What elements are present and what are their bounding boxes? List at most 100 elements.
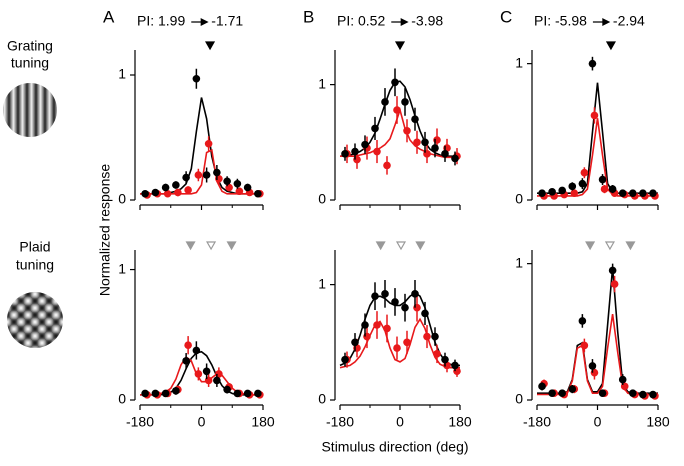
data-point [588,362,597,370]
data-point [202,367,211,376]
data-point [628,389,637,397]
data-point [608,185,617,193]
data-point [383,161,391,170]
direction-marker [625,241,636,251]
data-point [618,189,627,197]
pi-arrow [191,18,209,26]
fit-curve [140,97,263,195]
x-tick-label: -180 [523,414,551,430]
y-tick-label: 1 [318,75,326,91]
data-point [548,389,556,397]
data-point [401,303,409,312]
fit-curve [340,80,460,157]
data-point [618,375,627,384]
data-point [182,357,190,365]
data-point [163,189,172,198]
data-point [600,185,609,193]
y-tick-label: 0 [118,191,126,207]
data-point [233,389,242,398]
data-point [174,188,182,197]
data-point [578,179,587,188]
direction-marker [205,41,216,51]
fit-curve [339,291,460,367]
data-point [538,382,546,391]
data-point [558,186,567,195]
direction-marker [415,241,426,251]
data-point [411,290,419,298]
data-point [371,124,379,133]
direction-marker [226,241,237,251]
x-tick-label: -180 [326,414,354,430]
data-point [608,266,617,275]
pi-before: PI: 0.52 [337,13,385,29]
pi-after: -2.94 [613,13,645,29]
row-label: tuning [16,257,54,273]
data-point [558,389,567,397]
data-point [351,338,359,347]
data-point [580,341,589,350]
x-tick-label: 180 [646,414,670,430]
data-point [184,341,192,350]
pi-arrow [391,18,409,26]
x-tick-label: 0 [594,414,602,430]
data-point [351,147,359,156]
data-point [538,189,546,197]
data-point [161,183,170,192]
direction-marker [206,241,217,251]
data-point [639,189,647,197]
data-point [431,332,439,341]
panel-letter: C [500,7,512,26]
data-point [204,139,213,148]
data-point [243,389,252,398]
fit-curve [537,313,658,396]
grating-stimulus [3,83,57,137]
y-tick-label: 0 [515,391,523,407]
data-point [254,389,262,398]
data-point [401,98,409,106]
data-point [194,370,203,378]
fit-curve [339,317,460,369]
pi-arrow [592,18,611,26]
x-tick-label: 0 [396,414,404,430]
x-axis-label: Stimulus direction (deg) [321,439,468,455]
fit-curve [537,118,658,197]
data-point [433,350,441,358]
data-point [141,389,149,398]
x-tick-label: -180 [126,414,154,430]
data-point [441,150,449,158]
row-label: tuning [11,55,49,71]
data-point [568,182,577,191]
y-axis-label: Normalized response [97,164,113,296]
y-tick-label: 1 [515,54,523,70]
y-tick-label: 0 [318,191,326,207]
pi-after: -3.98 [411,13,443,29]
data-point [182,173,190,182]
direction-marker [395,241,407,251]
data-point [161,389,170,398]
y-tick-label: 1 [118,260,126,276]
direction-marker [605,41,616,51]
data-point [421,138,429,147]
data-point [403,338,411,347]
data-point [578,317,587,325]
data-point [588,59,597,68]
data-point [223,177,231,186]
data-point [391,78,399,87]
data-point [403,126,411,135]
data-point [383,324,391,333]
data-point [423,332,431,341]
data-point [243,183,252,192]
data-point [341,355,349,364]
data-point [421,309,429,318]
data-point [151,188,160,197]
x-tick-label: 180 [251,414,275,430]
y-tick-label: 1 [318,275,326,291]
data-point [223,385,231,394]
data-point [411,115,419,124]
y-tick-label: 0 [515,191,523,207]
data-point [184,186,192,194]
panel-letter: A [103,7,115,26]
fit-curve [537,82,658,194]
data-point [373,321,381,329]
